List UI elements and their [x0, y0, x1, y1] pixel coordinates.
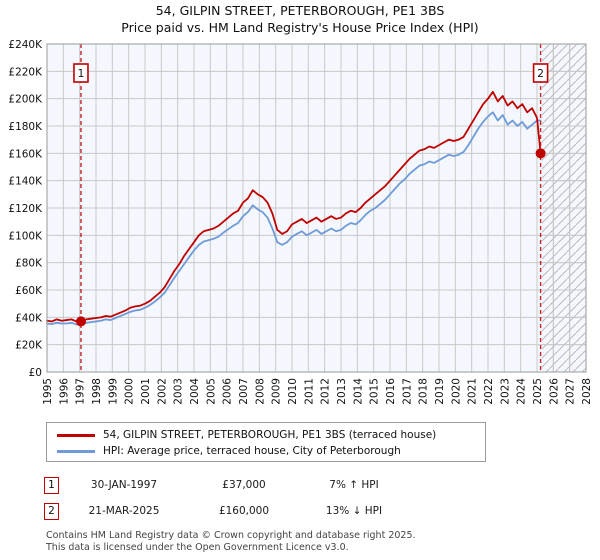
svg-text:£40K: £40K: [15, 312, 43, 324]
transaction-price: £37,000: [222, 479, 266, 491]
table-row: 2 21-MAR-2025 £160,000 13% ↓ HPI: [44, 498, 464, 524]
transaction-hpi-delta: 7% ↑ HPI: [329, 479, 379, 491]
svg-text:2009: 2009: [271, 378, 283, 405]
svg-text:2001: 2001: [140, 378, 152, 405]
legend-item-price-paid: 54, GILPIN STREET, PETERBOROUGH, PE1 3BS…: [53, 427, 479, 443]
attribution-footer: Contains HM Land Registry data © Crown c…: [46, 530, 586, 553]
transaction-table: 1 30-JAN-1997 £37,000 7% ↑ HPI 2 21-MAR-…: [44, 472, 464, 524]
svg-text:2002: 2002: [156, 378, 168, 405]
transaction-date: 21-MAR-2025: [88, 505, 160, 517]
legend-swatch-hpi: [57, 449, 95, 453]
svg-text:2006: 2006: [222, 378, 234, 405]
svg-text:2022: 2022: [483, 378, 495, 405]
svg-text:1996: 1996: [58, 378, 70, 405]
svg-text:1: 1: [78, 68, 85, 80]
status-badge: 2: [44, 502, 59, 520]
svg-text:2025: 2025: [532, 378, 544, 405]
chart-title-block: 54, GILPIN STREET, PETERBOROUGH, PE1 3BS…: [0, 2, 600, 36]
svg-text:£0: £0: [29, 367, 42, 379]
svg-text:1998: 1998: [91, 378, 103, 405]
chart-area: 1995 1996 1997 1998 1999 2000 2001 2002 2003 2004…: [8, 39, 593, 405]
svg-text:£160K: £160K: [8, 148, 43, 160]
svg-text:2020: 2020: [450, 378, 462, 405]
svg-text:2017: 2017: [401, 378, 413, 405]
svg-text:2008: 2008: [254, 378, 266, 405]
svg-text:2015: 2015: [369, 378, 381, 405]
svg-text:£100K: £100K: [8, 230, 43, 242]
svg-text:£120K: £120K: [8, 203, 43, 215]
legend-item-hpi: HPI: Average price, terraced house, City…: [53, 443, 479, 459]
svg-text:1999: 1999: [107, 378, 119, 405]
svg-text:2: 2: [537, 68, 544, 80]
table-row: 1 30-JAN-1997 £37,000 7% ↑ HPI: [44, 472, 464, 498]
transaction-price: £160,000: [218, 505, 270, 517]
legend-label-price-paid: 54, GILPIN STREET, PETERBOROUGH, PE1 3BS…: [103, 429, 437, 441]
svg-text:2024: 2024: [516, 378, 528, 405]
transaction-date: 30-JAN-1997: [90, 479, 158, 491]
svg-text:2010: 2010: [287, 378, 299, 405]
svg-text:2019: 2019: [434, 378, 446, 405]
svg-text:2011: 2011: [303, 378, 315, 405]
transaction-hpi-delta: 13% ↓ HPI: [325, 505, 383, 517]
svg-text:2027: 2027: [565, 378, 577, 405]
svg-text:£240K: £240K: [8, 39, 43, 51]
svg-text:2028: 2028: [581, 378, 593, 405]
svg-text:2012: 2012: [320, 378, 332, 405]
svg-text:£20K: £20K: [15, 340, 43, 352]
svg-text:2005: 2005: [205, 378, 217, 405]
svg-text:2021: 2021: [467, 378, 479, 405]
licence-line: This data is licensed under the Open Gov…: [46, 541, 349, 553]
copyright-line: Contains HM Land Registry data © Crown c…: [46, 530, 416, 541]
status-badge: 1: [44, 476, 59, 494]
svg-text:2018: 2018: [418, 378, 430, 405]
svg-text:£60K: £60K: [15, 285, 43, 297]
svg-text:£200K: £200K: [8, 94, 43, 106]
svg-text:2007: 2007: [238, 378, 250, 405]
svg-text:2003: 2003: [173, 378, 185, 405]
svg-text:£140K: £140K: [8, 176, 43, 188]
svg-text:2004: 2004: [189, 378, 201, 405]
svg-text:£180K: £180K: [8, 121, 43, 133]
svg-text:1997: 1997: [75, 378, 87, 405]
page-title: 54, GILPIN STREET, PETERBOROUGH, PE1 3BS: [155, 3, 445, 18]
svg-text:2023: 2023: [499, 378, 511, 405]
legend-label-hpi: HPI: Average price, terraced house, City…: [103, 445, 401, 457]
svg-text:2000: 2000: [124, 378, 136, 405]
price-history-line-chart: 1995 1996 1997 1998 1999 2000 2001 2002 2003 2004…: [8, 39, 593, 405]
svg-text:£220K: £220K: [8, 66, 43, 78]
legend-swatch-price-paid: [57, 433, 95, 437]
svg-text:2026: 2026: [548, 378, 560, 405]
page-subtitle: Price paid vs. HM Land Registry's House …: [121, 20, 479, 35]
svg-text:2016: 2016: [385, 378, 397, 405]
svg-text:1995: 1995: [42, 378, 54, 405]
svg-text:£80K: £80K: [15, 258, 43, 270]
svg-text:2014: 2014: [352, 378, 364, 405]
svg-text:2013: 2013: [336, 378, 348, 405]
chart-legend: 54, GILPIN STREET, PETERBOROUGH, PE1 3BS…: [46, 422, 486, 462]
